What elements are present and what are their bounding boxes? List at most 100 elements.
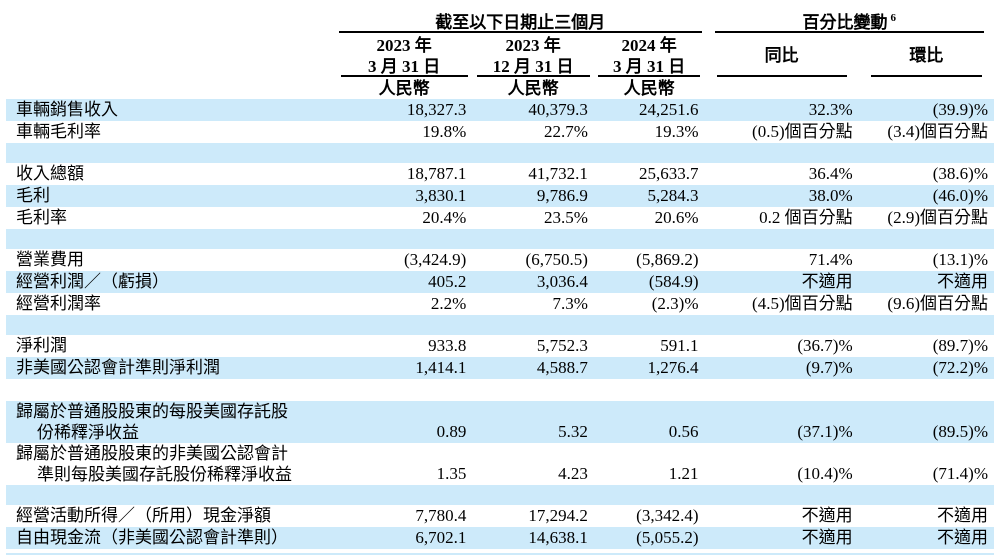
- date-line2: 3 月 31 日: [613, 57, 686, 76]
- cell-2023-03-31: 18,787.1: [406, 164, 467, 183]
- header-spacer-cell: [6, 77, 336, 99]
- cell-qoq: (89.7)%: [932, 336, 988, 355]
- cell-2024-03-31: 1,276.4: [593, 357, 705, 379]
- table-row: 非美國公認會計準則淨利潤 1,414.1 4,588.7 1,276.4 (9.…: [6, 357, 994, 379]
- cell-2024-03-31: 24,251.6: [593, 99, 705, 121]
- cell-2023-12-31: 41,732.1: [528, 164, 588, 183]
- col-header-2023-03-31: 2023 年 3 月 31 日: [336, 33, 473, 77]
- cell-qoq: (38.6)%: [932, 164, 988, 183]
- cell-2023-03-31: 6,702.1: [336, 527, 473, 549]
- row-label-line1: 歸屬於普通股股東的每股美國存託股: [16, 402, 288, 421]
- row-label: 車輛毛利率: [6, 121, 336, 143]
- cell-qoq: (39.9)%: [858, 99, 994, 121]
- cell-yoy: 不適用: [704, 527, 859, 549]
- cell-yoy: (37.1)%: [704, 401, 859, 443]
- row-label: 自由現金流（非美國公認會計準則）: [6, 527, 336, 549]
- cell-qoq: (3.4)個百分點: [887, 122, 988, 141]
- cell-2023-03-31: (3,424.9): [404, 250, 467, 269]
- table-row: 毛利率 20.4% 23.5% 20.6% 0.2 個百分點 (2.9)個百分點: [6, 207, 994, 229]
- financial-results-page: { "colors": { "row_stripe": "#cdeafa", "…: [0, 5, 1000, 555]
- spacer-cell: [6, 315, 994, 335]
- cell-qoq: (2.9)個百分點: [887, 208, 988, 227]
- row-label: 經營利潤率: [6, 293, 336, 315]
- row-label-line1: 經營利潤／（虧損）: [16, 272, 169, 291]
- pct-change-label: 百分比變動: [802, 13, 888, 32]
- currency-label: 人民幣: [623, 79, 675, 98]
- cell-2023-12-31: 5,752.3: [536, 336, 588, 355]
- cell-2024-03-31: (5,869.2): [636, 250, 699, 269]
- col-header-qoq: 環比: [858, 33, 994, 77]
- row-label: 車輛銷售收入: [6, 99, 336, 121]
- date-line1: 2024 年: [621, 36, 677, 55]
- col-header-yoy: 同比: [704, 33, 859, 77]
- row-label-line2: 份稀釋淨收益: [37, 423, 139, 442]
- cell-qoq: (46.0)%: [858, 185, 994, 207]
- cell-yoy: 不適用: [704, 271, 859, 293]
- cell-2023-12-31: 40,379.3: [472, 99, 594, 121]
- row-label-line1: 經營活動所得／（所用）現金淨額: [16, 506, 271, 525]
- cell-2023-03-31: 1,414.1: [336, 357, 473, 379]
- row-label: 淨利潤: [6, 335, 336, 357]
- table-row: 歸屬於普通股股東的每股美國存託股 份稀釋淨收益 0.89 5.32 0.56 (…: [6, 401, 994, 443]
- row-label-line1: 收入總額: [16, 164, 84, 183]
- table-row: 車輛銷售收入 18,327.3 40,379.3 24,251.6 32.3% …: [6, 99, 994, 121]
- row-label: 毛利: [6, 185, 336, 207]
- cell-yoy: (4.5)個百分點: [752, 294, 853, 313]
- header-spacer-cell: [859, 77, 994, 99]
- date-line1: 2023 年: [376, 36, 432, 55]
- table-row: 收入總額 18,787.1 41,732.1 25,633.7 36.4% (3…: [6, 163, 994, 185]
- row-label-line2: 準則每股美國存託股份稀釋淨收益: [37, 465, 292, 484]
- row-label-line1: 歸屬於普通股股東的非美國公認會計: [16, 444, 288, 463]
- cell-yoy: 36.4%: [808, 164, 853, 183]
- cell-qoq: (13.1)%: [932, 250, 988, 269]
- cell-2023-12-31: 9,786.9: [472, 185, 594, 207]
- row-label-line1: 車輛銷售收入: [16, 100, 118, 119]
- cell-yoy: (10.4)%: [797, 464, 853, 483]
- cell-2024-03-31: 1.21: [668, 464, 699, 483]
- currency-label: 人民幣: [507, 79, 559, 98]
- cell-qoq: (9.6)個百分點: [887, 294, 988, 313]
- header-spacer-cell: [6, 33, 336, 77]
- cell-qoq: 不適用: [858, 527, 994, 549]
- table-row: 歸屬於普通股股東的非美國公認會計 準則每股美國存託股份稀釋淨收益 1.35 4.…: [6, 443, 994, 485]
- table-row: 淨利潤 933.8 5,752.3 591.1 (36.7)% (89.7)%: [6, 335, 994, 357]
- header-spacer-cell: [6, 5, 336, 33]
- cell-2024-03-31: 5,284.3: [593, 185, 705, 207]
- cell-qoq: (72.2)%: [858, 357, 994, 379]
- cell-yoy: (0.5)個百分點: [752, 122, 853, 141]
- cell-2023-03-31: 19.8%: [422, 122, 467, 141]
- spacer-row: [6, 315, 994, 335]
- cell-2023-03-31: 1.35: [436, 464, 467, 483]
- cell-yoy: 32.3%: [704, 99, 859, 121]
- row-label-line1: 經營利潤率: [16, 294, 101, 313]
- spacer-row: [6, 553, 994, 555]
- cell-2024-03-31: (584.9): [593, 271, 705, 293]
- row-label: 收入總額: [6, 163, 336, 185]
- cell-2023-03-31: 2.2%: [430, 294, 467, 313]
- cell-2023-03-31: 0.89: [336, 401, 473, 443]
- cell-yoy: 71.4%: [808, 250, 853, 269]
- cell-qoq: (71.4)%: [932, 464, 988, 483]
- spacer-row: [6, 485, 994, 505]
- row-label: 營業費用: [6, 249, 336, 271]
- cell-2024-03-31: 25,633.7: [639, 164, 699, 183]
- table-row: 自由現金流（非美國公認會計準則） 6,702.1 14,638.1 (5,055…: [6, 527, 994, 549]
- row-label: 歸屬於普通股股東的非美國公認會計 準則每股美國存託股份稀釋淨收益: [6, 443, 336, 485]
- spacer-cell: [6, 229, 994, 249]
- spacer-row: [6, 229, 994, 249]
- cell-2023-03-31: 18,327.3: [336, 99, 473, 121]
- cell-yoy: (36.7)%: [797, 336, 853, 355]
- row-label-line1: 自由現金流（非美國公認會計準則）: [16, 528, 288, 547]
- spacer-cell: [6, 485, 994, 505]
- financial-summary-table: 截至以下日期止三個月 百分比變動 6 2023 年 3 月 31 日 2023 年…: [6, 5, 994, 555]
- cell-2023-12-31: 23.5%: [543, 208, 588, 227]
- cell-2023-03-31: 933.8: [428, 336, 467, 355]
- footnote-ref-6: 6: [890, 12, 897, 25]
- cell-2023-12-31: 22.7%: [543, 122, 588, 141]
- cell-yoy: 不適用: [801, 506, 853, 525]
- pct-change-group-header: 百分比變動 6: [704, 5, 994, 33]
- table-row: 毛利 3,830.1 9,786.9 5,284.3 38.0% (46.0)%: [6, 185, 994, 207]
- cell-2024-03-31: (2.3)%: [651, 294, 699, 313]
- row-label: 歸屬於普通股股東的每股美國存託股 份稀釋淨收益: [6, 401, 336, 443]
- date-line2: 3 月 31 日: [368, 57, 441, 76]
